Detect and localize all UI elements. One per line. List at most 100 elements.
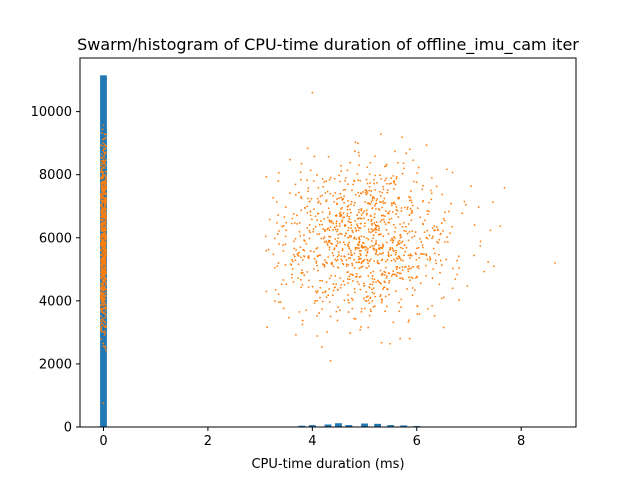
swarm-point — [379, 233, 382, 236]
swarm-point — [340, 255, 343, 258]
swarm-point — [390, 204, 393, 207]
swarm-point — [372, 281, 375, 283]
swarm-point — [432, 268, 435, 270]
swarm-point — [362, 245, 365, 248]
swarm-point — [328, 178, 331, 181]
swarm-point — [285, 229, 288, 232]
swarm-point — [413, 289, 416, 291]
swarm-point — [380, 259, 383, 262]
swarm-point — [451, 287, 454, 290]
swarm-point — [102, 293, 105, 296]
swarm-point — [317, 269, 319, 272]
swarm-point — [403, 244, 406, 247]
swarm-point — [102, 304, 104, 307]
swarm-point — [329, 359, 332, 362]
swarm-point — [366, 182, 369, 185]
swarm-point — [326, 331, 328, 333]
swarm-point — [387, 233, 390, 235]
swarm-point — [329, 315, 332, 318]
swarm-point — [340, 220, 343, 223]
swarm-point — [350, 227, 352, 229]
swarm-point — [353, 201, 356, 204]
swarm-point — [349, 161, 352, 164]
swarm-point — [373, 197, 376, 200]
swarm-point — [442, 217, 445, 220]
swarm-point — [104, 239, 107, 242]
swarm-point — [428, 234, 431, 237]
swarm-point — [346, 205, 349, 208]
swarm-point — [367, 238, 370, 241]
swarm-point — [316, 314, 318, 317]
swarm-point — [104, 306, 106, 309]
swarm-point — [336, 202, 339, 205]
swarm-point — [379, 269, 382, 272]
swarm-point — [307, 197, 309, 200]
swarm-point — [415, 253, 417, 255]
swarm-point — [103, 156, 105, 159]
swarm-point — [479, 245, 482, 247]
swarm-point — [412, 265, 415, 268]
swarm-point — [333, 226, 336, 229]
swarm-point — [301, 323, 304, 326]
swarm-point — [103, 183, 106, 186]
swarm-point — [103, 174, 106, 176]
swarm-point — [100, 288, 103, 291]
swarm-point — [373, 178, 375, 181]
swarm-point — [399, 223, 402, 226]
swarm-point — [282, 250, 285, 252]
swarm-point — [367, 326, 370, 329]
swarm-point — [391, 273, 394, 276]
swarm-point — [309, 200, 311, 203]
swarm-point — [309, 231, 312, 234]
swarm-point — [473, 254, 476, 257]
swarm-point — [338, 197, 340, 200]
swarm-point — [308, 237, 311, 240]
swarm-point — [330, 221, 333, 224]
swarm-point — [307, 190, 310, 193]
swarm-point — [410, 276, 413, 279]
swarm-point — [396, 271, 399, 274]
swarm-point — [365, 246, 368, 249]
swarm-point — [361, 260, 364, 263]
swarm-point — [419, 237, 421, 240]
swarm-point — [379, 295, 382, 298]
swarm-point — [412, 159, 415, 162]
swarm-point — [100, 212, 103, 215]
swarm-point — [380, 298, 383, 301]
swarm-point — [493, 265, 495, 268]
swarm-point — [291, 260, 294, 263]
swarm-point — [389, 239, 392, 242]
swarm-point — [380, 214, 383, 217]
swarm-point — [318, 233, 321, 235]
swarm-point — [104, 304, 107, 306]
swarm-point — [363, 258, 366, 261]
swarm-point — [319, 279, 321, 282]
swarm-point — [284, 263, 287, 266]
swarm-point — [349, 257, 352, 259]
swarm-point — [331, 243, 334, 246]
swarm-point — [308, 224, 311, 226]
swarm-point — [379, 174, 381, 177]
swarm-point — [386, 287, 389, 290]
swarm-point — [273, 267, 276, 269]
swarm-point — [311, 91, 314, 94]
swarm-point — [433, 252, 436, 255]
swarm-point — [390, 177, 393, 180]
swarm-point — [374, 174, 377, 177]
swarm-point — [401, 172, 404, 175]
swarm-point — [104, 175, 107, 178]
swarm-point — [316, 197, 319, 200]
swarm-point — [418, 313, 421, 315]
swarm-point — [347, 299, 350, 302]
swarm-point — [426, 213, 429, 216]
swarm-point — [319, 296, 321, 299]
swarm-point — [355, 272, 358, 275]
swarm-point — [323, 259, 326, 261]
swarm-point — [407, 265, 410, 268]
swarm-point — [347, 282, 349, 285]
swarm-point — [416, 265, 419, 268]
swarm-point — [102, 124, 105, 127]
swarm-point — [101, 264, 104, 267]
swarm-point — [438, 253, 440, 256]
swarm-point — [429, 257, 432, 260]
